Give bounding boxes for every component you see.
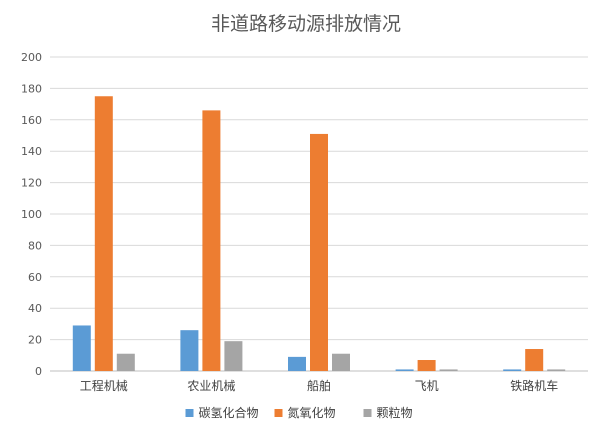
bar-1-0 [180,330,199,371]
bar-1-1 [202,110,221,371]
bar-3-2 [439,369,458,371]
legend-swatch [363,409,372,417]
legend-label: 颗粒物 [377,405,413,420]
y-tick-label: 120 [21,177,42,190]
x-axis-categories: 工程机械 农业机械 船舶 飞机 铁路机车 [80,378,558,393]
legend-swatch [274,409,283,417]
x-category-label: 工程机械 [80,378,128,393]
x-category-label: 船舶 [307,378,331,393]
bar-4-2 [547,369,566,371]
y-tick-label: 180 [21,82,42,95]
y-tick-label: 20 [28,334,42,347]
legend-label: 氮氧化物 [288,405,336,420]
y-tick-label: 140 [21,145,42,158]
y-tick-label: 40 [28,302,42,315]
bar-4-0 [503,369,522,371]
bar-2-2 [332,353,350,371]
bar-0-1 [94,96,113,371]
legend-label: 碳氢化合物 [199,405,259,420]
y-axis-ticks: 0 20 40 60 80 100 120 140 160 180 200 [21,51,42,378]
bar-2-1 [310,133,328,371]
x-category-label: 农业机械 [187,378,235,393]
bars [72,96,566,371]
bar-3-1 [417,360,436,371]
y-tick-label: 0 [35,365,42,378]
x-category-label: 铁路机车 [510,378,558,393]
bar-0-2 [116,353,135,371]
y-tick-label: 100 [21,208,42,221]
y-tick-label: 80 [28,239,42,252]
bar-0-0 [72,325,91,371]
chart-title: 非道路移动源排放情况 [211,13,401,35]
x-category-label: 飞机 [415,379,439,393]
bar-4-1 [525,349,544,371]
y-tick-label: 200 [21,51,42,64]
legend-swatch [185,409,194,417]
legend: 碳氢化合物 氮氧化物 颗粒物 [185,405,413,420]
bar-1-2 [224,341,243,371]
y-tick-label: 160 [21,114,42,127]
y-tick-label: 60 [28,271,42,284]
bar-2-0 [288,356,306,371]
bar-3-0 [395,369,414,371]
